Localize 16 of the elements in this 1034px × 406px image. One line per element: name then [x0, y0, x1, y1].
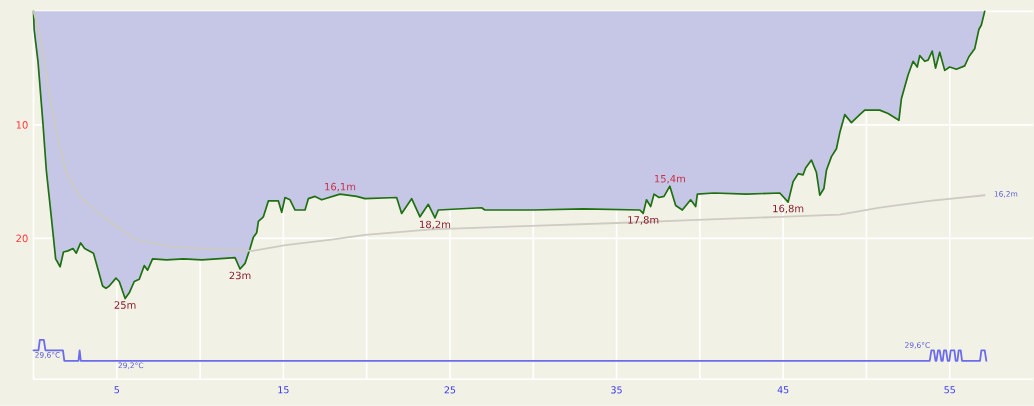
data-label: 16,8m [773, 204, 804, 214]
x-tick-label: 15 [278, 386, 289, 394]
x-tick-label: 25 [444, 386, 456, 394]
data-label: 16,1m [325, 182, 356, 192]
y-tick-label: 10 [16, 121, 28, 129]
data-label: 18,2m [420, 220, 451, 230]
data-label: 15,4m [654, 175, 685, 184]
y-tick-label: 20 [16, 234, 28, 243]
data-label: 23m [229, 271, 251, 280]
line-series [32, 10, 986, 252]
data-label: 17,8m [628, 216, 659, 225]
x-tick-label: 5 [114, 386, 119, 394]
data-label: 25m [114, 301, 136, 309]
x-tick-label: 55 [944, 386, 955, 394]
x-tick-label: 45 [777, 386, 789, 394]
x-tick-label: 35 [611, 386, 622, 394]
